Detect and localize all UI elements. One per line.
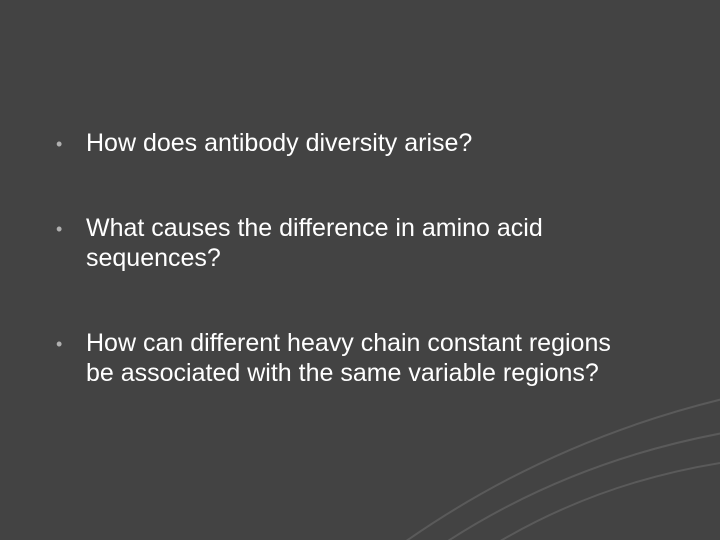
- list-item-text: What causes the difference in amino acid…: [86, 213, 616, 274]
- list-item: • What causes the difference in amino ac…: [56, 213, 616, 274]
- bullet-icon: •: [56, 328, 86, 356]
- list-item-text: How does antibody diversity arise?: [86, 128, 616, 159]
- bullet-icon: •: [56, 128, 86, 156]
- list-item: • How does antibody diversity arise?: [56, 128, 616, 159]
- list-item-text: How can different heavy chain constant r…: [86, 328, 616, 389]
- bullet-list: • How does antibody diversity arise? • W…: [56, 128, 616, 389]
- bullet-icon: •: [56, 213, 86, 241]
- list-item: • How can different heavy chain constant…: [56, 328, 616, 389]
